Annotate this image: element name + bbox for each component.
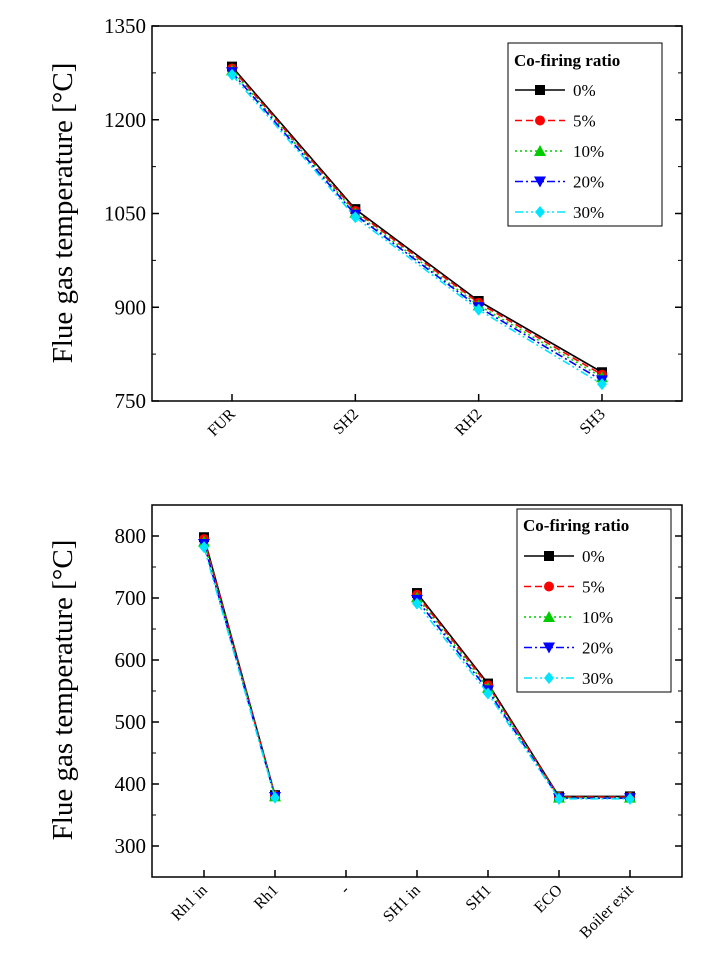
bottom-x-tick-label: Boiler exit [577,881,637,941]
bottom-series-line [416,603,630,800]
top-legend-items: 0% 5% 10% 20% 30% [515,81,604,222]
top-chart: Flue gas temperature [°C] 750 900 1050 1200… [47,14,683,440]
bottom-x-tick-label: ECO [531,882,566,917]
bottom-legend-item: 30% [524,669,613,688]
bottom-series-group [198,532,636,805]
bottom-data-point [625,792,635,805]
bottom-legend-item: 0% [524,547,605,566]
bottom-data-point [199,541,209,554]
bottom-x-ticks: Rh1 in Rh1 - SH1 in SH1 ECO Boiler exit [168,870,637,942]
bottom-legend-title: Co-firing ratio [523,516,629,535]
bottom-y-ticks: 300 400 500 600 700 800 [115,524,682,858]
top-data-point [350,211,361,224]
top-x-tick-label: SH2 [330,406,362,438]
bottom-legend-marker [544,551,554,561]
top-legend-item: 10% [515,142,604,161]
bottom-legend-marker [543,642,555,654]
bottom-chart: Flue gas temperature [°C] 300 400 500 600 70… [47,504,683,942]
bottom-x-tick-label: Rh1 in [168,882,211,925]
top-legend-item: 5% [515,112,596,131]
bottom-legend-item: 10% [524,608,613,627]
bottom-y-tick-label: 700 [115,586,147,610]
bottom-y-tick-label: 800 [115,524,147,548]
top-series-30pct [227,68,607,391]
top-legend: Co-firing ratio 0% 5% 10% 20% 30% [507,42,663,227]
top-x-tick-label: FUR [205,406,239,440]
bottom-legend-items: 0% 5% 10% 20% 30% [524,547,613,688]
bottom-legend-marker [543,611,555,622]
top-series-line [231,69,603,378]
bottom-data-point [483,687,493,700]
bottom-y-tick-label: 300 [115,834,147,858]
bottom-series-line [203,546,276,798]
top-legend-item: 0% [515,81,596,100]
top-legend-marker [535,85,545,95]
top-y-tick-label: 1350 [104,14,146,38]
bottom-x-tick-label: SH1 in [380,882,424,926]
top-y-tick-label: 900 [115,295,147,319]
top-data-point [597,378,607,391]
top-legend-box [507,42,663,227]
bottom-series-30pct [199,541,635,805]
bottom-legend-label: 20% [582,639,613,658]
top-legend-marker [534,176,546,188]
bottom-y-tick-label: 400 [115,772,147,796]
top-y-ticks: 750 900 1050 1200 1350 [104,14,682,413]
top-data-point [227,68,237,81]
bottom-y-axis-title: Flue gas temperature [°C] [47,540,79,841]
bottom-data-point [412,597,422,610]
top-legend-item: 30% [515,203,604,222]
bottom-y-tick-label: 500 [115,710,147,734]
top-legend-label: 10% [573,142,604,161]
top-y-axis-title: Flue gas temperature [°C] [47,63,79,364]
bottom-legend-marker [544,581,554,592]
top-y-tick-label: 750 [115,389,147,413]
bottom-y-tick-label: 600 [115,648,147,672]
bottom-legend-label: 30% [582,669,613,688]
bottom-legend-item: 5% [524,578,605,597]
bottom-legend-item: 20% [524,639,613,658]
top-legend-marker [534,145,546,156]
top-series-line [231,66,603,373]
top-y-tick-label: 1050 [104,202,146,226]
top-x-tick-label: SH3 [577,406,609,438]
bottom-legend-marker [544,672,554,684]
top-legend-label: 5% [573,112,596,131]
bottom-legend-label: 5% [582,578,605,597]
top-legend-title: Co-firing ratio [514,51,620,70]
bottom-legend: Co-firing ratio 0% 5% 10% 20% 30% [516,508,672,693]
top-legend-label: 30% [573,203,604,222]
bottom-x-tick-label: Rh1 [251,882,282,913]
top-data-point [473,303,484,316]
top-y-tick-label: 1200 [104,108,146,132]
top-legend-item: 20% [515,173,604,192]
top-legend-label: 0% [573,81,596,100]
top-series-line [231,67,603,376]
bottom-series-line [416,594,630,798]
bottom-data-point [554,792,564,805]
top-legend-label: 20% [573,173,604,192]
bottom-legend-label: 10% [582,608,613,627]
top-legend-marker [535,206,545,218]
bottom-legend-label: 0% [582,547,605,566]
top-legend-marker [535,115,545,126]
top-series-group [226,61,608,391]
bottom-x-tick-label: SH1 [463,882,495,914]
bottom-data-point [270,791,280,804]
bottom-legend-box [516,508,672,693]
top-x-tick-label: RH2 [452,406,485,439]
bottom-x-tick-label: - [337,882,353,898]
